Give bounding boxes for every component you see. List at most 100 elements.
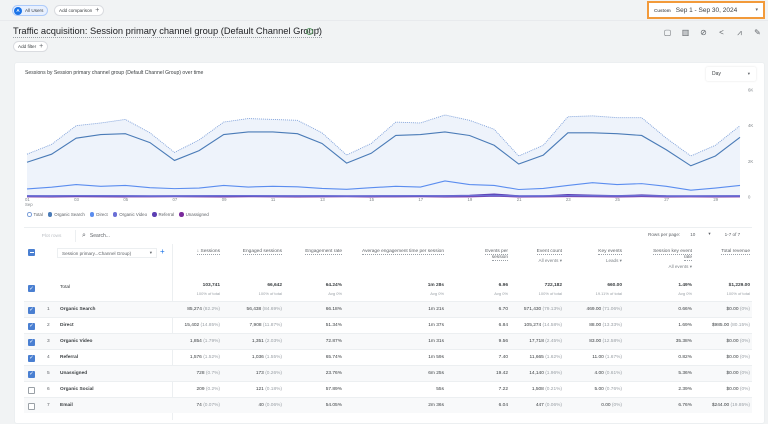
row-cell: 57.89% [325, 387, 342, 392]
row-channel-name[interactable]: Organic Video [60, 339, 93, 344]
column-header-session-key-event-rate[interactable]: Session key event rate All events ▾ [652, 249, 692, 270]
row-channel-name[interactable]: Direct [60, 323, 74, 328]
column-header-sessions[interactable]: ↓ Sessions [196, 249, 220, 255]
row-cell: $0.00 (0%) [726, 307, 750, 312]
total-cell: 722,182 100% of total [538, 283, 562, 296]
caret-down-icon[interactable]: ▾ [708, 231, 711, 236]
column-header-engagement-rate[interactable]: Engagement rate [305, 249, 342, 255]
legend-dot-icon [27, 212, 32, 217]
column-header-label: Average engagement time per session [361, 249, 444, 255]
date-range-picker[interactable]: Custom Sep 1 - Sep 30, 2024 ▾ [647, 1, 765, 19]
column-header-label: Session key event rate [653, 249, 692, 261]
table-row[interactable]: 6 Organic Social 209 (0.2%) 121 (0.18%) 57.8… [24, 381, 752, 397]
column-header-event-count[interactable]: Event count All events ▾ [536, 249, 563, 264]
row-cell: $0.00 (0%) [726, 339, 750, 344]
legend-item[interactable]: Unassigned [179, 212, 209, 217]
row-cell: $985.00 (80.15%) [711, 323, 750, 328]
select-all-checkbox[interactable] [28, 249, 35, 256]
total-cell: 1.49% Avg 0% [678, 283, 692, 296]
table-row[interactable]: ✓ 1 Organic Search 85,274 (82.2%) 56,438 (84… [24, 301, 752, 317]
table-row[interactable]: ✓ 4 Referral 1,576 (1.52%) 1,036 (1.55%) 65.7… [24, 349, 752, 365]
column-header-total-revenue[interactable]: Total revenue [721, 249, 750, 255]
row-cell: 9.56 [498, 339, 508, 344]
add-filter-button[interactable]: Add filter + [13, 41, 49, 52]
column-metric-filter[interactable]: All events ▾ [668, 264, 693, 269]
row-cell: 1,576 (1.52%) [189, 355, 220, 360]
add-comparison-button[interactable]: Add comparison + [54, 5, 105, 16]
comment-icon[interactable]: ▢ [663, 28, 672, 37]
column-metric-filter[interactable]: All events ▾ [538, 258, 563, 263]
row-channel-name[interactable]: Organic Search [60, 307, 96, 312]
table-row[interactable]: ✓ 5 Unassigned 728 (0.7%) 173 (0.26%) 23.76% 6… [24, 365, 752, 381]
check-circle-icon[interactable]: ✓ [306, 28, 313, 35]
legend-dot-icon [47, 212, 53, 217]
row-checkbox[interactable]: ✓ [28, 338, 35, 346]
legend-item[interactable]: Organic Video [112, 212, 147, 217]
row-cell: 209 (0.2%) [196, 387, 220, 392]
row-cell: 1m 31s [428, 339, 444, 344]
legend-label: Total [33, 212, 43, 217]
table-row[interactable]: ✓ 2 Direct 15,402 (14.85%) 7,908 (11.87%) 51.… [24, 317, 752, 333]
row-checkbox[interactable] [28, 402, 35, 410]
table-row[interactable]: 7 Email 74 (0.07%) 40 (0.06%) 54.05% 2m 36s 6.… [24, 397, 752, 413]
plot-rows-button[interactable]: Plot rows [28, 230, 76, 242]
legend-label: Referral [158, 212, 175, 217]
row-cell: 1,036 (1.55%) [251, 355, 282, 360]
caret-down-icon[interactable]: ▾ [317, 27, 320, 33]
legend-item[interactable]: Direct [89, 212, 108, 217]
row-checkbox[interactable] [28, 386, 35, 394]
column-header-label: Events per session [485, 249, 508, 261]
row-checkbox[interactable]: ✓ [28, 306, 35, 314]
row-cell: 0.82% [678, 355, 692, 360]
column-header-engaged-sessions[interactable]: Engaged sessions [242, 249, 282, 255]
legend-item[interactable]: Organic Search [47, 212, 85, 217]
page-title[interactable]: Traffic acquisition: Session primary cha… [13, 26, 323, 38]
plus-icon: + [39, 43, 44, 50]
date-range-value: Sep 1 - Sep 30, 2024 [675, 6, 738, 14]
top-bar: A All Users Add comparison + Custom Sep … [0, 0, 768, 20]
column-header-average-engagement-time-per-session[interactable]: Average engagement time per session [361, 249, 444, 255]
all-users-segment-chip[interactable]: A All Users [12, 5, 49, 16]
table-search-input[interactable]: ⌕ Search... [82, 230, 282, 242]
dimension-select[interactable]: Session primary...Channel Group) ▾ [57, 248, 157, 258]
plus-icon: + [95, 7, 100, 14]
caret-down-icon: ▾ [755, 7, 758, 13]
row-cell: 5.00 (0.76%) [594, 387, 622, 392]
total-checkbox[interactable]: ✓ [28, 285, 35, 292]
row-cell: 85,274 (82.2%) [187, 307, 220, 312]
row-channel-name[interactable]: Referral [60, 355, 79, 360]
granularity-select[interactable]: Day ▾ [706, 67, 756, 81]
pagination: Rows per page: 10 ▾ 1-7 of 7 [648, 231, 740, 237]
row-cell: 17,718 (2.45%) [529, 339, 562, 344]
trend-icon[interactable]: ⩘ [737, 27, 742, 37]
row-checkbox[interactable]: ✓ [28, 354, 35, 362]
row-cell: 35.38% [675, 339, 692, 344]
title-bar: Traffic acquisition: Session primary cha… [0, 20, 768, 38]
legend-item[interactable]: Total [27, 212, 43, 217]
total-cell: 1m 28s Avg 0% [427, 283, 444, 296]
column-header-events-per-session[interactable]: Events per session [468, 249, 508, 261]
total-cell: 103,741 100% of total [196, 283, 220, 296]
report-toolbar: ▢ ▥ ⊘ < ⩘ ✎ [663, 27, 762, 38]
all-users-label: All Users [25, 8, 44, 13]
row-channel-name[interactable]: Organic Social [60, 387, 94, 392]
row-channel-name[interactable]: Unassigned [60, 371, 88, 376]
row-checkbox[interactable]: ✓ [28, 322, 35, 330]
table-row[interactable]: ✓ 3 Organic Video 1,854 (1.79%) 1,351 (2.03%… [24, 333, 752, 349]
compare-columns-icon[interactable]: ▥ [681, 28, 690, 37]
rows-per-page-select[interactable]: 10 [690, 231, 696, 237]
share-icon[interactable]: < [719, 28, 724, 37]
row-cell: 447 (0.06%) [535, 403, 562, 408]
column-header-key-events[interactable]: Key events Leads ▾ [598, 249, 622, 264]
search-icon: ⌕ [82, 232, 86, 239]
caret-down-icon: ▾ [747, 71, 750, 76]
row-channel-name[interactable]: Email [60, 403, 73, 408]
row-cell: 19.42 [495, 371, 508, 376]
column-metric-filter[interactable]: Leads ▾ [605, 258, 622, 263]
edit-pencil-icon[interactable]: ✎ [754, 28, 761, 37]
insights-icon[interactable]: ⊘ [700, 28, 707, 37]
row-checkbox[interactable]: ✓ [28, 370, 35, 378]
add-dimension-icon[interactable]: + [160, 247, 165, 256]
legend-item[interactable]: Referral [152, 212, 174, 217]
row-cell: 1,508 (0.21%) [531, 387, 562, 392]
